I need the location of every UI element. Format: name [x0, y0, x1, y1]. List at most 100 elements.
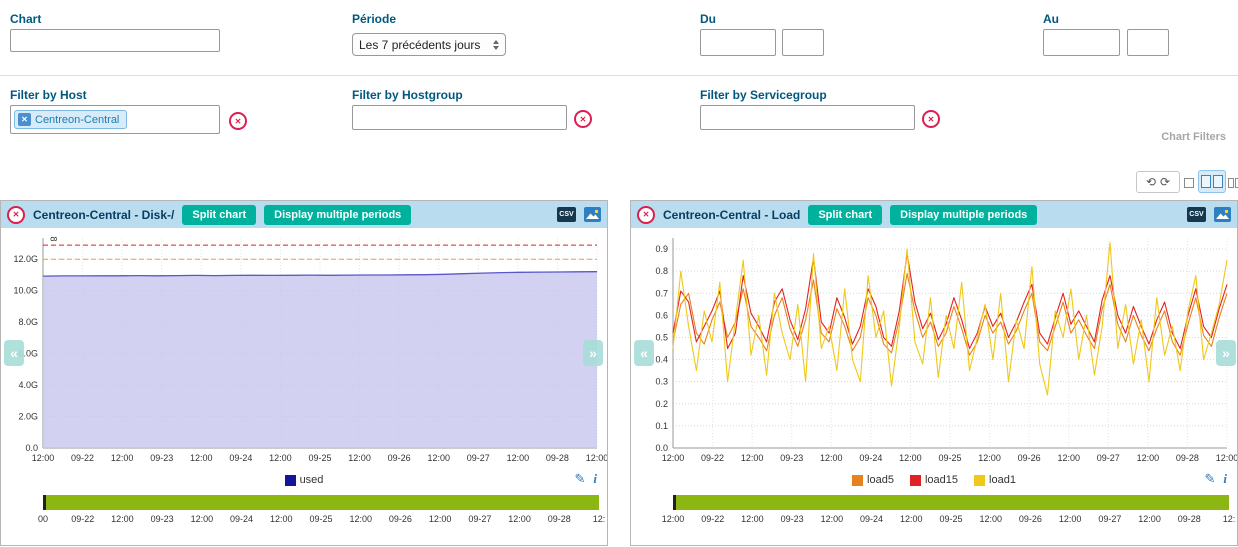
svg-text:09-28: 09-28 [1176, 453, 1199, 463]
svg-text:0.1: 0.1 [655, 421, 668, 431]
disk-usage-chart[interactable]: 12:00 09-22 12:00 09-23 12:00 09-24 12:00 09-25… [1, 230, 607, 468]
timeline-tick-label: 09-25 [939, 514, 963, 524]
edit-chart-icon[interactable]: ✎ [574, 471, 586, 486]
select-arrows-icon [493, 39, 499, 50]
svg-text:0.0: 0.0 [655, 443, 668, 453]
svg-text:12:00: 12:00 [190, 453, 213, 463]
svg-text:12:00: 12:00 [899, 453, 922, 463]
timeline-tick-label: 09-22 [701, 514, 725, 524]
svg-text:6.0G: 6.0G [18, 349, 38, 359]
clear-hostgroup-filter-icon[interactable]: ✕ [574, 110, 592, 128]
timeline-tick-label: 09-26 [1018, 514, 1042, 524]
two-column-view-icon[interactable] [1198, 170, 1226, 193]
chart-tools: ✎ i [1204, 471, 1227, 487]
svg-text:09-25: 09-25 [308, 453, 331, 463]
svg-text:12:00: 12:00 [1216, 453, 1237, 463]
host-tag-label: Centreon-Central [35, 113, 120, 126]
legend-label: load15 [924, 474, 959, 486]
three-column-view-icon[interactable] [1228, 178, 1238, 188]
chart-area: 12:00 09-22 12:00 09-23 12:00 09-24 12:00 09-25… [1, 228, 607, 470]
svg-text:09-27: 09-27 [467, 453, 490, 463]
hostgroup-filter-input[interactable] [352, 105, 567, 130]
timeline-handle[interactable] [673, 495, 676, 510]
timeline-handle[interactable] [43, 495, 46, 510]
host-tag[interactable]: ✕ Centreon-Central [14, 110, 128, 129]
scroll-left-button[interactable]: « [4, 340, 24, 366]
timeline-tick-label: 12:00 [900, 514, 923, 524]
svg-text:0.3: 0.3 [655, 377, 668, 387]
svg-text:09-22: 09-22 [71, 453, 94, 463]
host-filter-input[interactable]: ✕ Centreon-Central [10, 105, 220, 134]
edit-chart-icon[interactable]: ✎ [1204, 471, 1216, 486]
export-csv-icon[interactable]: CSV [557, 207, 576, 222]
refresh-icon[interactable]: ⟲ [1145, 175, 1156, 189]
close-chart-icon[interactable]: ✕ [637, 205, 655, 224]
chart-tools: ✎ i [574, 471, 597, 487]
timeline-tick-label: 09-22 [71, 514, 95, 524]
info-icon[interactable]: i [593, 471, 597, 486]
timeline-slider[interactable] [43, 495, 599, 510]
periode-select[interactable]: Les 7 précédents jours [352, 33, 506, 56]
legend-item-used[interactable]: used [284, 474, 323, 486]
legend-item-load1[interactable]: load1 [974, 474, 1016, 486]
export-csv-icon[interactable]: CSV [1187, 207, 1206, 222]
auto-refresh-icon[interactable]: ⟳ [1160, 175, 1171, 189]
svg-text:09-24: 09-24 [859, 453, 882, 463]
load-chart[interactable]: 12:00 09-22 12:00 09-23 12:00 09-24 12:00 09-25… [631, 230, 1237, 468]
du-date-input[interactable] [700, 29, 776, 56]
timeline-tick-label: 12:00 [190, 514, 214, 524]
svg-text:09-23: 09-23 [150, 453, 173, 463]
au-date-input[interactable] [1043, 29, 1120, 56]
split-chart-button[interactable]: Split chart [808, 204, 883, 225]
svg-text:09-26: 09-26 [1018, 453, 1041, 463]
scroll-right-button[interactable]: » [1216, 340, 1236, 366]
clear-host-filter-icon[interactable]: ✕ [229, 112, 247, 130]
servicegroup-filter-input[interactable] [700, 105, 915, 130]
timeline-tick-label: 12:00 [428, 514, 452, 524]
timeline-tick-label: 12:00 [979, 514, 1002, 524]
svg-text:0.4: 0.4 [655, 355, 668, 365]
chart-filter-input[interactable] [10, 29, 220, 52]
display-multiple-periods-button[interactable]: Display multiple periods [890, 204, 1038, 225]
timeline-tick-label: 12:00 [349, 514, 372, 524]
export-image-icon[interactable] [1214, 207, 1231, 222]
au-time-input[interactable] [1127, 29, 1169, 56]
legend-color-swatch [852, 474, 864, 486]
svg-text:09-26: 09-26 [388, 453, 411, 463]
panel-title: Centreon-Central - Load [663, 207, 801, 222]
svg-text:09-28: 09-28 [546, 453, 569, 463]
chart-area: 12:00 09-22 12:00 09-23 12:00 09-24 12:00 09-25… [631, 228, 1237, 470]
timeline-labels: 00 09-22 12:00 09-23 12:00 09-24 12:00 09-25 12:… [38, 514, 605, 527]
timeline-slider[interactable] [673, 495, 1229, 510]
split-chart-button[interactable]: Split chart [182, 204, 257, 225]
timeline-labels: 12:00 09-22 12:00 09-23 12:00 09-24 12:00 09-25… [662, 514, 1236, 527]
legend-item-load15[interactable]: load15 [909, 474, 959, 486]
legend-label: load1 [989, 474, 1016, 486]
periode-select-value: Les 7 précédents jours [359, 37, 481, 52]
export-image-icon[interactable] [584, 207, 601, 222]
info-icon[interactable]: i [1223, 471, 1227, 486]
svg-text:09-23: 09-23 [780, 453, 803, 463]
svg-text:0.2: 0.2 [655, 399, 668, 409]
panel-header: ✕ Centreon-Central - Disk-/ Split chart … [1, 201, 607, 228]
svg-text:0.5: 0.5 [655, 332, 668, 342]
timeline-tick-label: 09-27 [1098, 514, 1122, 524]
close-chart-icon[interactable]: ✕ [7, 205, 25, 224]
svg-text:09-22: 09-22 [701, 453, 724, 463]
timeline-tick-label: 09-27 [468, 514, 492, 524]
timeline-tick-label: 12:00 [820, 514, 844, 524]
chart-filter-label: Chart [10, 12, 42, 26]
du-time-input[interactable] [782, 29, 824, 56]
legend-item-load5[interactable]: load5 [852, 474, 894, 486]
svg-text:12:00: 12:00 [820, 453, 843, 463]
clear-servicegroup-filter-icon[interactable]: ✕ [922, 110, 940, 128]
display-multiple-periods-button[interactable]: Display multiple periods [264, 204, 412, 225]
svg-text:12:00: 12:00 [586, 453, 607, 463]
single-column-view-icon[interactable] [1184, 178, 1194, 188]
scroll-right-button[interactable]: » [583, 340, 603, 366]
timeline-tick-label: 12:00 [661, 514, 685, 524]
filter-by-host-label: Filter by Host [10, 88, 87, 102]
scroll-left-button[interactable]: « [634, 340, 654, 366]
remove-host-tag-icon[interactable]: ✕ [18, 113, 31, 126]
chart-legend: used [1, 470, 607, 490]
